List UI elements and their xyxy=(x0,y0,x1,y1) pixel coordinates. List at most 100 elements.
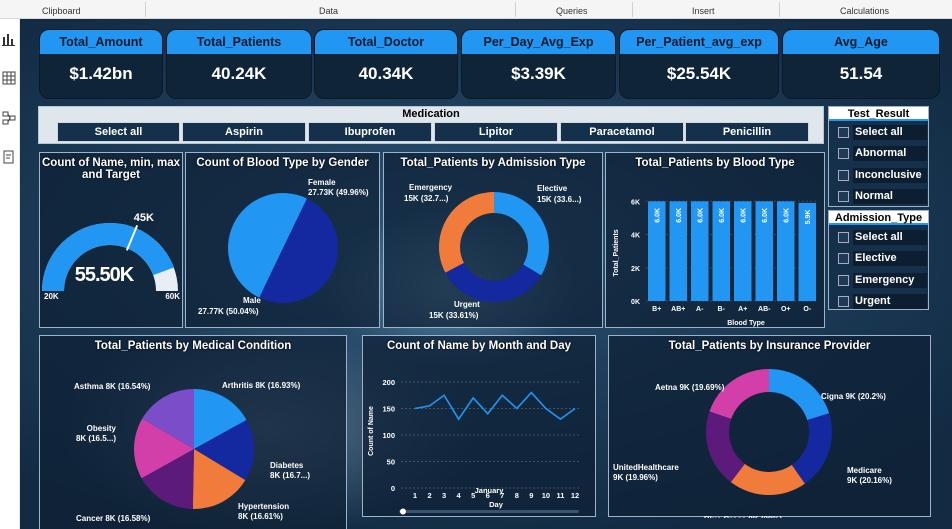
slice-emergency xyxy=(439,192,494,273)
checkbox[interactable] xyxy=(838,253,849,264)
y-tick-label: 100 xyxy=(382,431,395,440)
admission-donut-chart: Emergency 15K (32.7...) Elective 15K (33… xyxy=(404,183,582,320)
donut-label-emergency-name: Emergency xyxy=(409,183,453,192)
medication-slicer: Medication Select all Aspirin Ibuprofen … xyxy=(38,106,824,144)
blood-type-gender-panel[interactable]: Count of Blood Type by Gender Female 27.… xyxy=(185,152,380,328)
gauge-title: Count of Name, min, max and Target xyxy=(41,157,181,181)
report-view-icon[interactable] xyxy=(2,32,16,46)
pie-label-asthma: Asthma 8K (16.54%) xyxy=(74,382,151,391)
donut-label-unitedhealthcare-line2: 9K (19.96%) xyxy=(613,473,658,482)
y-tick-label: 4K xyxy=(631,233,640,240)
x-tick-label: 1 xyxy=(413,491,417,500)
x-axis-title: Blood Type xyxy=(727,320,765,327)
x-tick-label: B+ xyxy=(652,306,661,313)
medication-slicer-title: Medication xyxy=(402,108,460,120)
blood-type-gender-title: Count of Blood Type by Gender xyxy=(196,157,369,169)
donut-label-cigna: Cigna 9K (20.2%) xyxy=(821,392,886,401)
y-tick-label: 200 xyxy=(382,378,395,387)
admission-type-option-select-all[interactable]: Select all xyxy=(829,228,928,248)
x-tick-label: 11 xyxy=(556,491,564,500)
x-tick-label: O- xyxy=(803,306,811,313)
x-tick-label: 2 xyxy=(427,491,431,500)
donut-label-urgent-value: 15K (33.61%) xyxy=(429,311,479,320)
slice-blue-cross xyxy=(730,463,805,495)
gauge-panel[interactable]: Count of Name, min, max and Target 45K 5… xyxy=(39,152,183,328)
dax-query-icon[interactable] xyxy=(2,150,16,164)
donut-label-medicare-line1: Medicare xyxy=(847,466,882,475)
ribbon-group-calculations[interactable]: Calculations xyxy=(840,6,890,16)
medical-condition-panel[interactable]: Total_Patients by Medical Condition Arth… xyxy=(39,335,347,529)
kpi-card-total-amount: Total_Amount $1.42bn xyxy=(39,29,163,99)
ribbon-group-clipboard[interactable]: Clipboard xyxy=(42,6,81,16)
donut-label-elective-value: 15K (33.6...) xyxy=(537,195,582,204)
x-tick-label: B- xyxy=(718,306,726,313)
gauge-min-label: 20K xyxy=(44,292,59,301)
test-result-option-inconclusive[interactable]: Inconclusive xyxy=(829,166,928,186)
y-axis-title: Total_Patients xyxy=(613,229,620,276)
checkbox[interactable] xyxy=(838,191,849,202)
test-result-option-select-all[interactable]: Select all xyxy=(829,123,928,143)
checkbox[interactable] xyxy=(838,170,849,181)
x-tick-label: 6 xyxy=(486,491,490,500)
bar-A+ xyxy=(734,201,752,301)
table-view-icon[interactable] xyxy=(2,71,16,85)
test-result-option-abnormal[interactable]: Abnormal xyxy=(829,144,928,164)
checkbox[interactable] xyxy=(838,275,849,286)
medication-option-penicillin[interactable]: Penicillin xyxy=(685,122,809,142)
medication-option-aspirin[interactable]: Aspirin xyxy=(182,122,306,142)
insurance-provider-panel[interactable]: Total_Patients by Insurance Provider Cig… xyxy=(608,335,931,518)
gender-pie-chart: Female 27.73K (49.96%) Male 27.77K (50.0… xyxy=(198,178,369,316)
bar-value-label: 6.0K xyxy=(654,208,661,223)
x-tick-label: 10 xyxy=(542,491,550,500)
admission-type-option-emergency[interactable]: Emergency xyxy=(829,271,928,291)
kpi-title: Total_Doctor xyxy=(315,30,457,54)
bar-value-label: 6.0K xyxy=(740,208,747,223)
medical-condition-title: Total_Patients by Medical Condition xyxy=(94,340,292,352)
line-chart-title: Count of Name by Month and Day xyxy=(387,340,571,352)
slice-urgent xyxy=(445,262,542,302)
slice-medicare xyxy=(791,413,832,484)
y-tick-label: 50 xyxy=(387,458,395,467)
pie-label-female-name: Female xyxy=(308,178,336,187)
scrollbar-handle[interactable] xyxy=(400,508,406,515)
x-tick-label: O+ xyxy=(781,306,791,313)
medication-option-lipitor[interactable]: Lipitor xyxy=(434,122,558,142)
ribbon-group-data[interactable]: Data xyxy=(319,6,339,16)
bar-AB- xyxy=(755,201,773,301)
kpi-card-total-patients: Total_Patients 40.24K xyxy=(166,29,312,99)
checkbox[interactable] xyxy=(838,232,849,243)
x-tick-label: 8 xyxy=(515,491,519,500)
bar-A- xyxy=(691,201,709,301)
month-day-line-panel[interactable]: Count of Name by Month and Day January D… xyxy=(362,335,596,517)
blood-type-bar-chart: Blood Type Total_Patients 0K 2K 4K 6K 6.0K B+… xyxy=(613,199,818,327)
blood-type-bar-panel[interactable]: Total_Patients by Blood Type Blood Type … xyxy=(605,152,825,328)
slice-asthma xyxy=(142,389,194,449)
kpi-title: Total_Amount xyxy=(40,30,162,54)
checkbox[interactable] xyxy=(838,296,849,307)
insurance-provider-title: Total_Patients by Insurance Provider xyxy=(668,340,871,352)
test-result-slicer: Test_Result Select all Abnormal Inconclu… xyxy=(828,106,929,207)
view-switcher-bar xyxy=(0,19,20,529)
bar-O+ xyxy=(777,201,795,301)
ribbon-group-queries[interactable]: Queries xyxy=(556,6,588,16)
gauge-chart: 45K 55.50K 20K 60K xyxy=(42,212,180,301)
test-result-option-normal[interactable]: Normal xyxy=(829,187,928,207)
model-view-icon[interactable] xyxy=(2,111,16,125)
admission-type-option-elective[interactable]: Elective xyxy=(829,249,928,269)
medication-option-select-all[interactable]: Select all xyxy=(57,122,180,142)
x-axis-title: Day xyxy=(489,500,504,509)
pie-label-male-name: Male xyxy=(243,296,261,305)
admission-type-panel[interactable]: Total_Patients by Admission Type Emergen… xyxy=(383,152,603,328)
pie-label-obesity-line2: 8K (16.5...) xyxy=(76,434,116,443)
pie-label-male-value: 27.77K (50.04%) xyxy=(198,307,259,316)
ribbon-group-insert[interactable]: Insert xyxy=(692,6,715,16)
kpi-card-per-patient-avg-exp: Per_Patient_avg_exp $25.54K xyxy=(619,29,779,99)
pie-label-diabetes-line2: 8K (16.7...) xyxy=(270,471,310,480)
pie-label-hypertension-line1: Hypertension xyxy=(238,502,289,511)
medication-option-paracetamol[interactable]: Paracetamol xyxy=(560,122,684,142)
medication-option-ibuprofen[interactable]: Ibuprofen xyxy=(308,122,432,142)
checkbox[interactable] xyxy=(838,127,849,138)
checkbox[interactable] xyxy=(838,148,849,159)
admission-type-option-urgent[interactable]: Urgent xyxy=(829,292,928,312)
